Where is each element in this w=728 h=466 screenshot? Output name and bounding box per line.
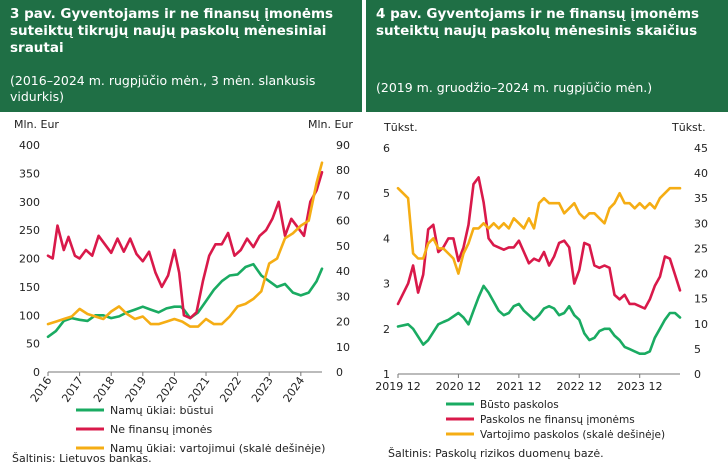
y-tick-right: 50 [336,240,350,253]
x-tick-label: 2023 12 [617,380,663,393]
y-tick-right: 60 [336,215,350,228]
chart-header-3: 3 pav. Gyventojams ir ne finansų įmonėms… [0,0,362,112]
y-tick-right: 35 [694,192,708,205]
y-tick-left: 300 [19,196,40,209]
x-tick-label: 2022 [217,374,244,404]
series-line-1 [396,284,682,356]
y-tick-left: 350 [19,167,40,180]
chart-subtitle-3: (2016–2024 m. rugpjūčio mėn., 3 mėn. sla… [10,73,316,104]
y-axis-left-unit: Tūkst. [383,121,418,134]
legend-label-2: Ne finansų įmonės [110,423,213,436]
series-line-3 [396,186,682,275]
y-tick-left: 6 [383,142,390,155]
chart-panel-3: 3 pav. Gyventojams ir ne finansų įmonėms… [0,0,362,466]
y-tick-left: 5 [383,187,390,200]
y-tick-right: 10 [694,318,708,331]
y-tick-right: 20 [336,316,350,329]
x-tick-label: 2024 [281,374,308,404]
series-line-3 [46,161,324,328]
y-axis-right-unit: Tūkst. [671,121,706,134]
y-tick-right: 20 [694,268,708,281]
y-tick-right: 90 [336,139,350,152]
x-tick-label: 2016 [28,374,55,404]
y-tick-right: 80 [336,164,350,177]
series-line-1 [46,262,324,339]
chart-3-svg: Mln. Eur Mln. Eur050100150200250300350400… [14,118,353,455]
legend-label-3: Vartojimo paskolos (skalė dešinėje) [480,429,665,441]
y-tick-right: 0 [336,366,343,379]
chart-source-4: Šaltinis: Paskolų rizikos duomenų bazė. [388,447,604,460]
y-tick-right: 45 [694,142,708,155]
y-tick-right: 10 [336,341,350,354]
legend-label-1: Namų ūkiai: būstui [110,404,214,417]
x-tick-label: 2021 12 [496,380,542,393]
y-tick-left: 100 [19,309,40,322]
y-tick-left: 1 [383,368,390,381]
y-tick-left: 150 [19,281,40,294]
y-tick-right: 25 [694,242,708,255]
y-tick-left: 3 [383,278,390,291]
y-tick-left: 4 [383,232,390,245]
y-tick-right: 70 [336,189,350,202]
y-tick-right: 5 [694,343,701,356]
x-tick-label: 2019 [123,374,150,404]
y-tick-right: 15 [694,293,708,306]
chart-panel-4: 4 pav. Gyventojams ir ne finansų įmonėms… [366,0,728,466]
chart-title-4: 4 pav. Gyventojams ir ne finansų įmonėms… [376,6,700,39]
y-tick-right: 0 [694,368,701,381]
x-tick-label: 2020 [154,374,181,404]
y-tick-left: 0 [33,366,40,379]
x-tick-label: 2019 12 [375,380,421,393]
series-line-2 [46,170,324,320]
chart-4-svg: Tūkst. Tūkst.1234560510152025303540452019… [375,121,708,441]
y-tick-right: 40 [336,265,350,278]
x-tick-label: 2022 12 [557,380,603,393]
y-tick-left: 2 [383,323,390,336]
y-tick-left: 200 [19,253,40,266]
series-line-2 [396,176,682,310]
x-tick-label: 2017 [59,374,86,404]
y-tick-right: 30 [336,290,350,303]
x-tick-label: 2020 12 [436,380,482,393]
y-tick-left: 50 [26,338,40,351]
x-tick-label: 2021 [186,374,213,404]
y-tick-right: 40 [694,167,708,180]
y-tick-left: 250 [19,224,40,237]
legend-label-3: Namų ūkiai: vartojimui (skalė dešinėje) [110,442,325,455]
y-axis-right-unit: Mln. Eur [308,118,353,131]
chart-subtitle-4: (2019 m. gruodžio–2024 m. rugpjūčio mėn.… [376,80,653,95]
x-tick-label: 2018 [91,374,118,404]
legend-label-2: Paskolos ne finansų įmonėms [480,414,635,426]
y-tick-right: 30 [694,217,708,230]
chart-title-3: 3 pav. Gyventojams ir ne finansų įmonėms… [10,6,334,56]
legend-label-1: Būsto paskolos [480,399,559,411]
y-axis-left-unit: Mln. Eur [14,118,59,131]
y-tick-left: 400 [19,139,40,152]
chart-source-3: Šaltinis: Lietuvos bankas. [12,452,152,465]
x-tick-label: 2023 [249,374,276,404]
chart-header-4: 4 pav. Gyventojams ir ne finansų įmonėms… [366,0,728,112]
